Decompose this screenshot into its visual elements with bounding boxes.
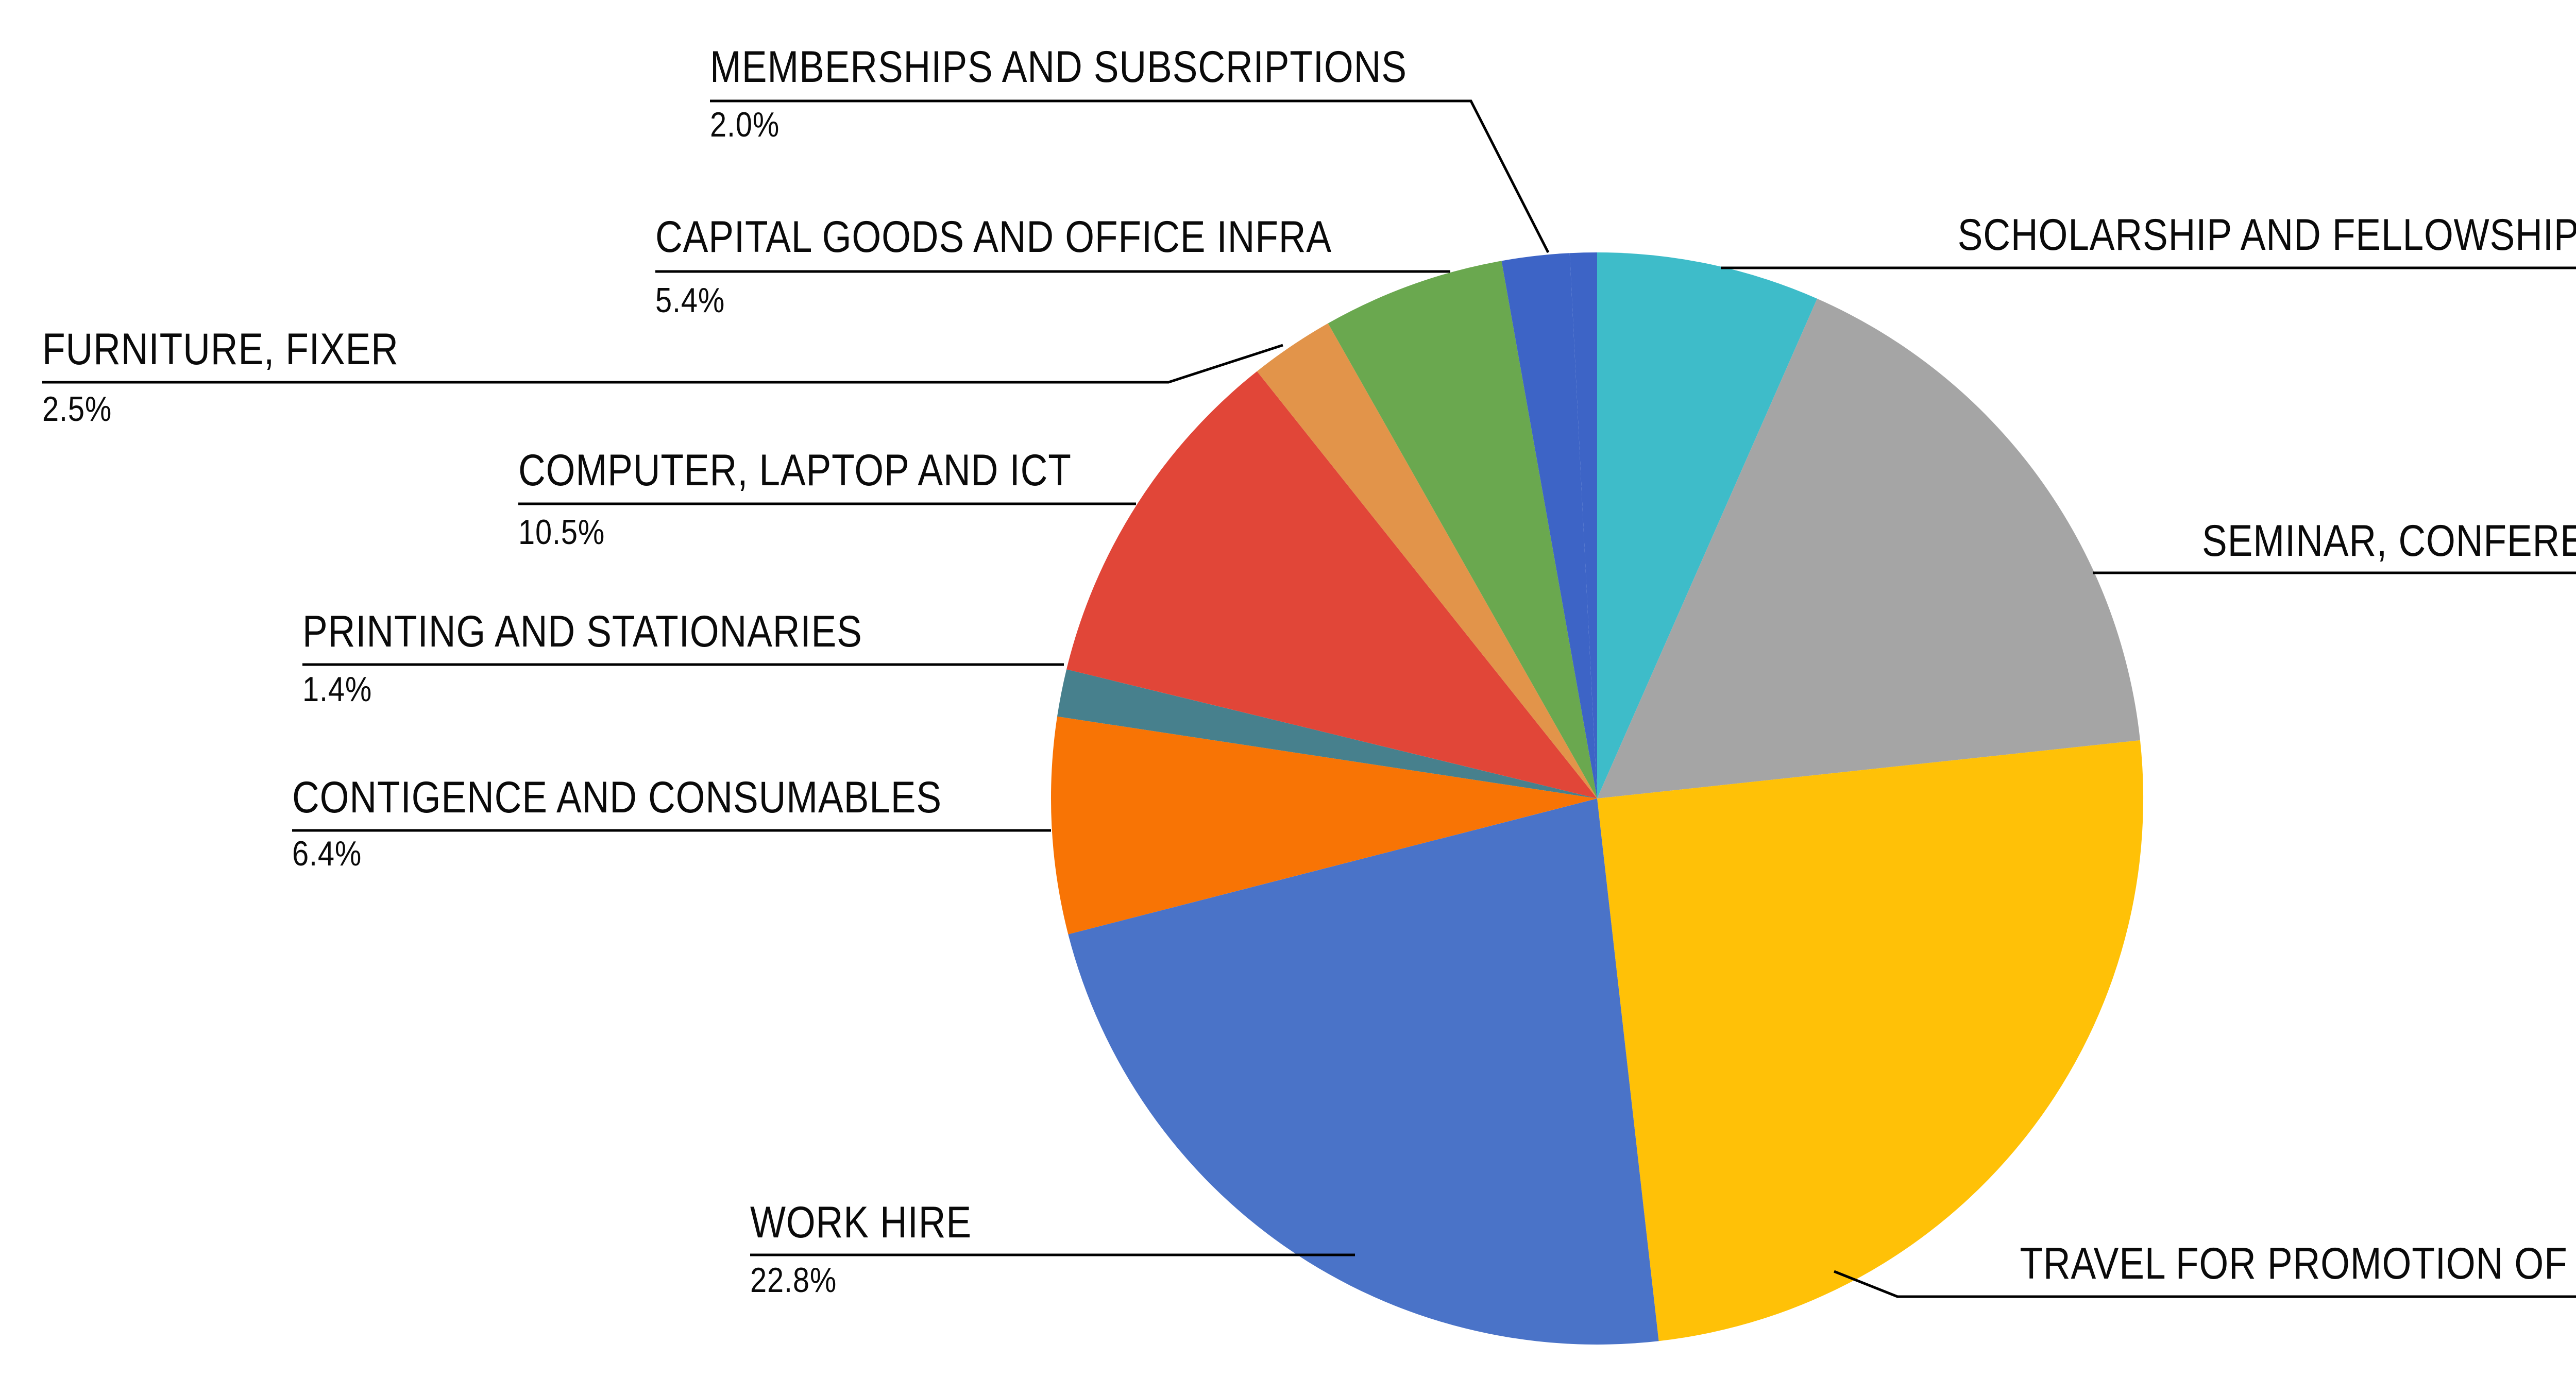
pie-slice-travel[interactable] [1597,740,2144,1341]
slice-label-work-hire-text: WORK HIRE [750,1198,972,1247]
slice-label-capital-goods: CAPITAL GOODS AND OFFICE INFRA [655,212,1451,262]
leader-line-furniture [42,344,1283,384]
pie-slice-contigence[interactable] [1050,716,1597,934]
slice-label-printing-text: PRINTING AND STATIONARIES [302,607,862,656]
pie-slice-seminar[interactable] [1597,298,2140,798]
slice-label-furniture: FURNITURE, FIXER [42,325,462,374]
pie-slice-capital-goods[interactable] [1328,261,1597,798]
slice-percent-printing: 1.4% [302,670,372,709]
leader-lines [42,99,2576,1298]
pie-slice-computer[interactable] [1066,371,1597,798]
slice-label-furniture-text: FURNITURE, FIXER [42,325,399,374]
slice-label-printing: PRINTING AND STATIONARIES [302,607,961,656]
pie-slice-printing[interactable] [1057,669,1597,798]
pie-slice-memberships[interactable] [1501,253,1598,798]
slice-label-scholarship-text: SCHOLARSHIP AND FELLOWSHIP, AWARDS, REWA… [1957,210,2576,260]
slice-label-memberships-text: MEMBERSHIPS AND SUBSCRIPTIONS [710,42,1407,92]
slice-label-contigence-text: CONTIGENCE AND CONSUMABLES [292,773,942,822]
slice-label-scholarship: SCHOLARSHIP AND FELLOWSHIP, AWARDS, REWA… [1778,210,2576,260]
pie-slice-scholarship[interactable] [1597,252,1818,798]
pie-slices [1050,252,2144,1345]
slice-label-computer: COMPUTER, LAPTOP AND ICT [518,446,1169,495]
slice-percent-capital-goods: 5.4% [655,281,725,320]
slice-percent-furniture: 2.5% [42,389,112,429]
slice-label-work-hire: WORK HIRE [750,1198,1011,1247]
slice-label-memberships: MEMBERSHIPS AND SUBSCRIPTIONS [710,42,1530,92]
slice-label-travel: TRAVEL FOR PROMOTION OF INTERNATIONAL RE… [1828,1239,2576,1288]
pie-slice-furniture[interactable] [1257,323,1597,798]
slice-percent-computer: 10.5% [518,513,605,552]
leader-line-memberships [710,99,1550,253]
leader-line-travel [1834,1270,2576,1298]
slice-label-contigence: CONTIGENCE AND CONSUMABLES [292,773,1056,822]
slice-percent-contigence: 6.4% [292,834,362,873]
slice-label-seminar-text: SEMINAR, CONFERENCE, EVENTS AND DELE... [2201,516,2576,566]
pie-slice-other[interactable] [1569,252,1597,798]
pie-slice-work-hire[interactable] [1068,798,1659,1345]
slice-label-travel-text: TRAVEL FOR PROMOTION OF INTERNATIONAL RE… [2020,1239,2576,1288]
slice-percent-memberships: 2.0% [710,105,780,144]
slice-label-capital-goods-text: CAPITAL GOODS AND OFFICE INFRA [655,212,1332,262]
slice-label-seminar: SEMINAR, CONFERENCE, EVENTS AND DELE... [2048,516,2576,566]
slice-percent-work-hire: 22.8% [750,1261,837,1300]
slice-label-computer-text: COMPUTER, LAPTOP AND ICT [518,446,1072,495]
